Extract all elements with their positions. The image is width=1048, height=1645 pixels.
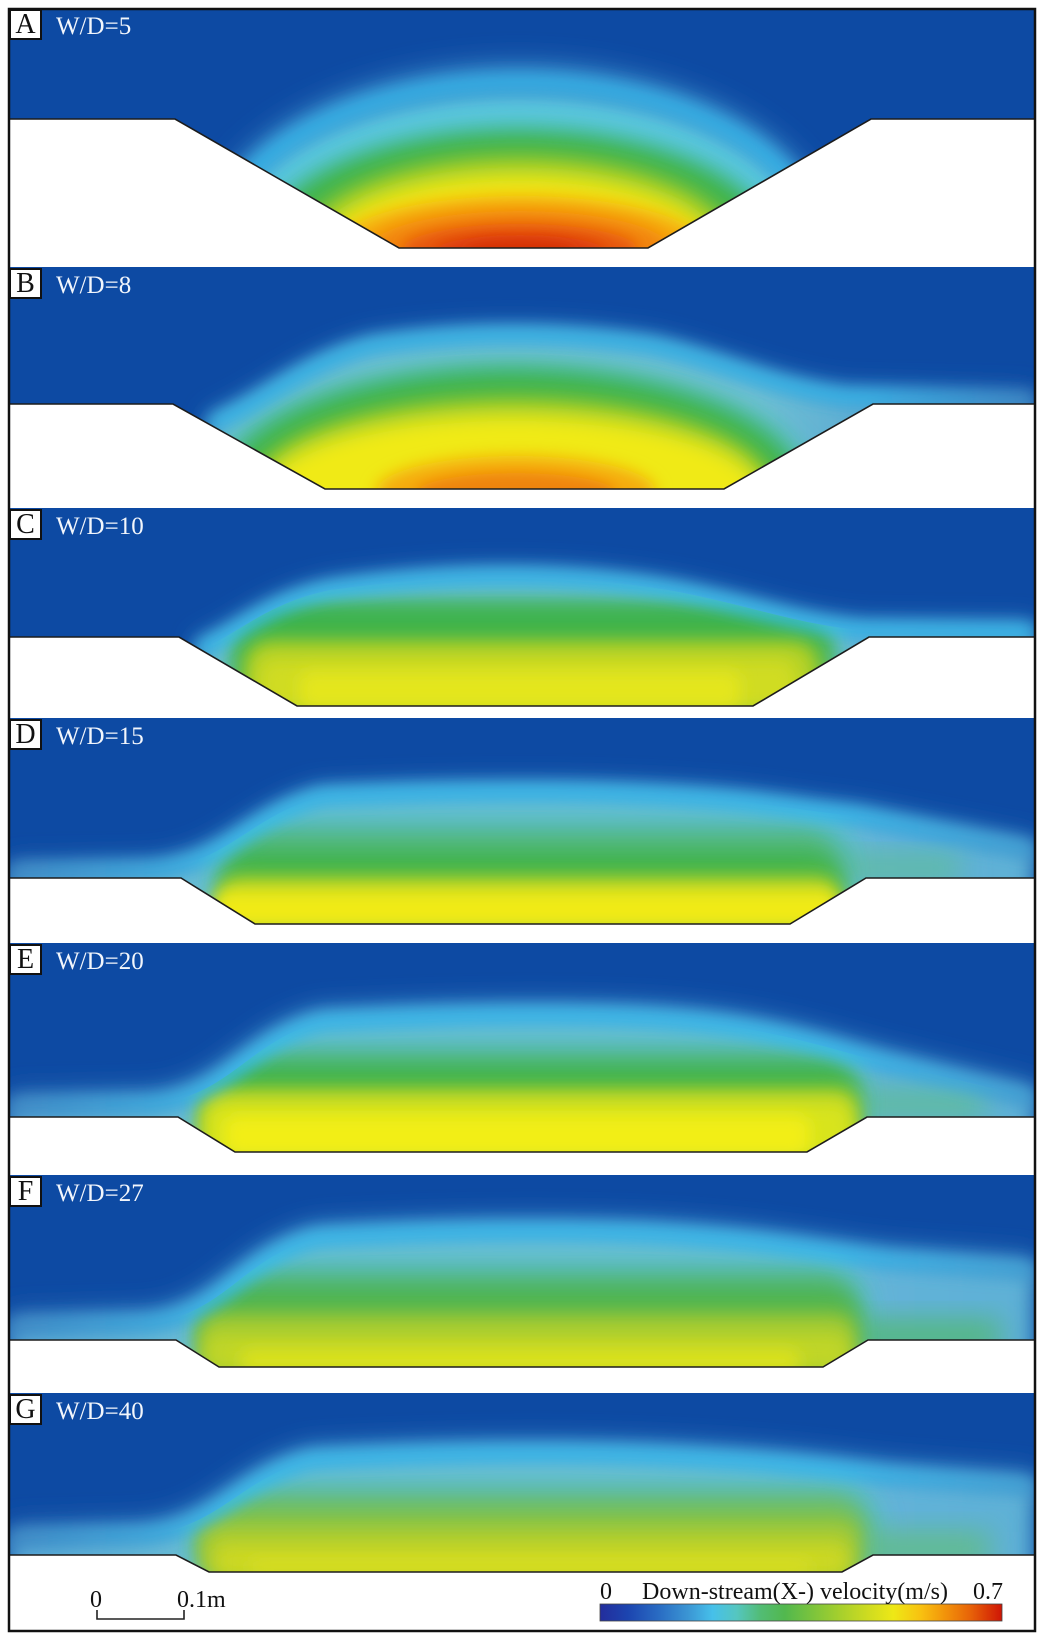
svg-text:B: B <box>16 268 35 299</box>
svg-text:W/D=15: W/D=15 <box>56 723 144 750</box>
svg-text:W/D=27: W/D=27 <box>56 1180 144 1207</box>
svg-text:E: E <box>17 944 34 975</box>
svg-text:W/D=8: W/D=8 <box>56 272 131 299</box>
svg-text:A: A <box>15 9 36 40</box>
svg-text:0: 0 <box>90 1587 102 1613</box>
svg-text:0: 0 <box>600 1579 612 1605</box>
svg-text:G: G <box>15 1394 35 1425</box>
svg-text:Down-stream(X-) velocity(m/s): Down-stream(X-) velocity(m/s) <box>642 1579 948 1605</box>
svg-text:0.1m: 0.1m <box>177 1587 226 1613</box>
svg-text:F: F <box>18 1176 34 1207</box>
svg-text:W/D=10: W/D=10 <box>56 513 144 540</box>
svg-text:W/D=40: W/D=40 <box>56 1398 144 1425</box>
svg-text:W/D=20: W/D=20 <box>56 948 144 975</box>
svg-text:W/D=5: W/D=5 <box>56 13 131 40</box>
svg-text:C: C <box>16 509 35 540</box>
svg-text:0.7: 0.7 <box>973 1579 1003 1605</box>
svg-text:D: D <box>15 719 35 750</box>
